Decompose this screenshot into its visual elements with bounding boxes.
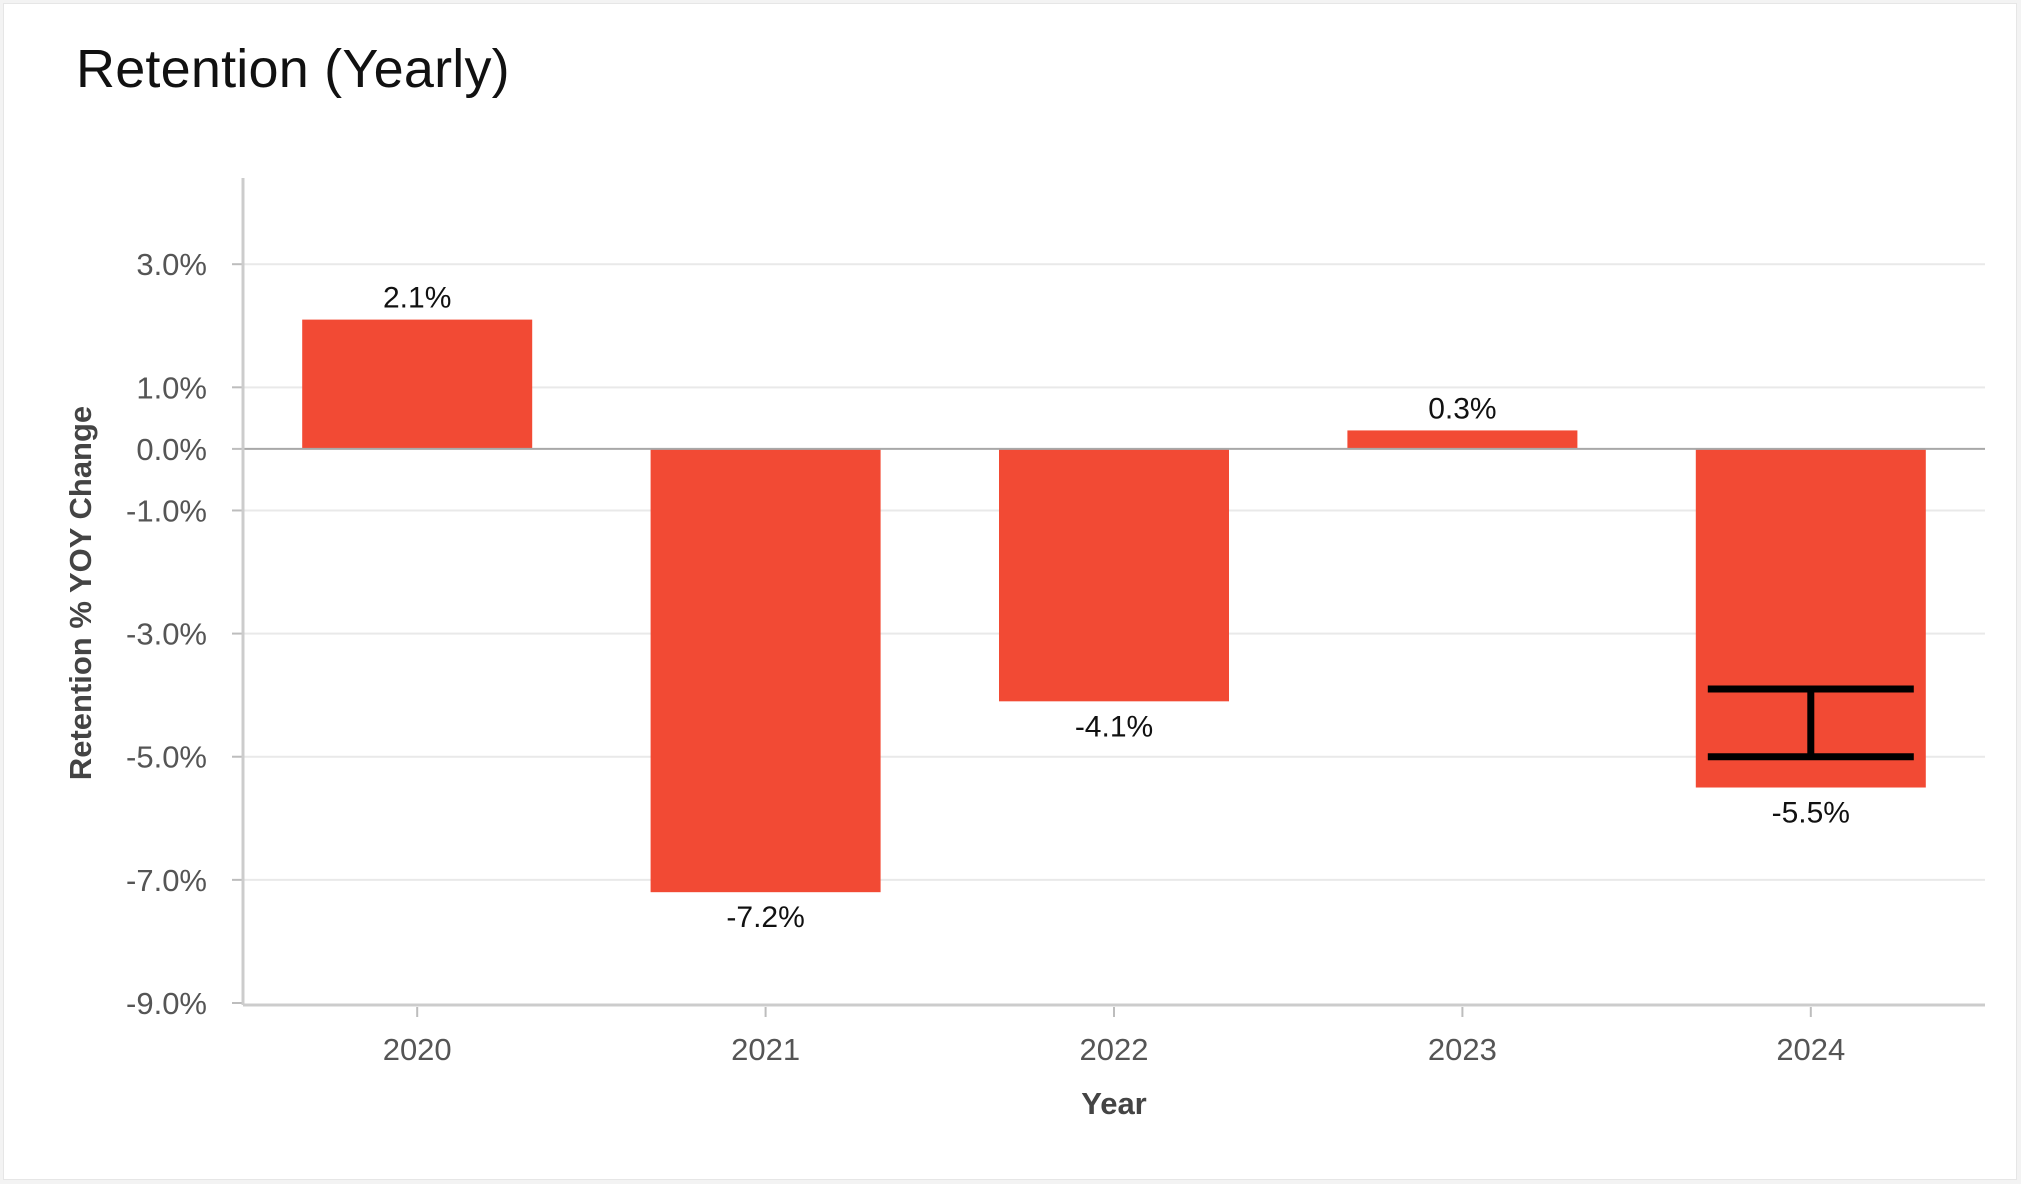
y-axis-title: Retention % YOY Change [63, 406, 98, 780]
data-label-2023: 0.3% [1428, 392, 1496, 425]
y-tick-label: 3.0% [136, 247, 207, 282]
bar-2023 [1347, 430, 1578, 449]
x-tick-label: 2024 [1776, 1032, 1845, 1067]
x-tick-label: 2023 [1428, 1032, 1497, 1067]
bar-2020 [302, 319, 533, 449]
y-tick-label: -7.0% [126, 863, 207, 898]
y-tick-label: -1.0% [126, 493, 207, 528]
chart-title: Retention (Yearly) [76, 39, 510, 99]
labels: 3.0% 1.0% 0.0% -1.0% -3.0% -5.0% -7.0% -9.0% 2.1… [126, 247, 1850, 1067]
data-label-2022: -4.1% [1075, 710, 1153, 743]
data-label-2024: -5.5% [1772, 797, 1850, 830]
axes [232, 178, 1985, 1017]
x-tick-label: 2021 [731, 1032, 800, 1067]
bar-2021 [650, 448, 881, 893]
x-axis-title: Year [1081, 1086, 1147, 1121]
y-tick-label: -3.0% [126, 617, 207, 652]
bars [302, 319, 1926, 893]
error-bars [1707, 685, 1914, 761]
y-tick-label: 0.0% [136, 432, 207, 467]
data-label-2021: -7.2% [726, 901, 804, 934]
data-label-2020: 2.1% [383, 282, 451, 315]
y-tick-label: 1.0% [136, 370, 207, 405]
y-tick-label: -5.0% [126, 740, 207, 775]
y-tick-label: -9.0% [126, 986, 207, 1021]
x-tick-label: 2020 [383, 1032, 452, 1067]
x-tick-label: 2022 [1080, 1032, 1149, 1067]
bar-2022 [999, 448, 1229, 702]
